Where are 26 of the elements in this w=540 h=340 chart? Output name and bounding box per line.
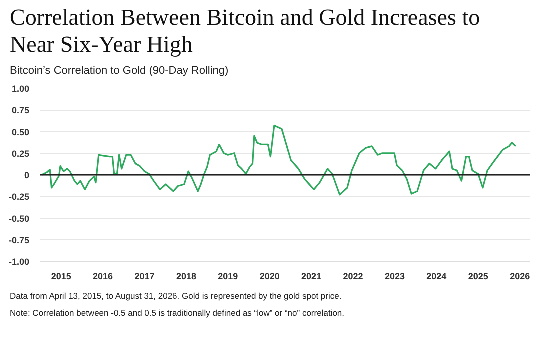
y-tick-label: -1.00 — [8, 256, 30, 267]
y-tick-label: 0.75 — [12, 105, 30, 116]
x-tick-label: 2024 — [426, 271, 447, 282]
y-tick-label: 1.00 — [12, 84, 30, 94]
x-tick-label: 2018 — [176, 271, 196, 282]
x-tick-label: 2020 — [260, 271, 280, 282]
x-tick-label: 2016 — [93, 271, 114, 282]
x-tick-label: 2022 — [343, 271, 364, 282]
x-tick-label: 2017 — [134, 271, 155, 282]
x-tick-label: 2019 — [218, 271, 238, 282]
text: Note: Correlation between -0.5 and 0.5 is traditionally defined as “low” or “no” correlation. — [10, 306, 345, 319]
y-tick-label: 0.50 — [12, 126, 30, 137]
y-tick-label: 0 — [24, 170, 30, 180]
x-tick-label: 2015 — [51, 271, 72, 282]
chart-subtitle: Bitcoin’s Correlation to Gold (90-Day Rolling) — [10, 64, 229, 79]
text: Data from April 13, 2015, to August 31, 2026. Gold is represented by the gold spot price. — [10, 290, 343, 302]
chart-title: Correlation Between Bitcoin and Gold Increases to Near Six-Year High — [10, 4, 482, 58]
x-tick-label: 2026 — [510, 271, 530, 282]
y-tick-label: 0.25 — [12, 148, 30, 159]
x-tick-label: 2021 — [302, 271, 322, 282]
x-tick-label: 2025 — [468, 271, 488, 282]
x-tick-label: 2023 — [384, 271, 405, 282]
line-series — [41, 124, 517, 196]
y-tick-label: -0.25 — [8, 192, 30, 202]
y-tick-label: -0.50 — [8, 213, 30, 224]
y-tick-label: -0.75 — [8, 235, 30, 246]
